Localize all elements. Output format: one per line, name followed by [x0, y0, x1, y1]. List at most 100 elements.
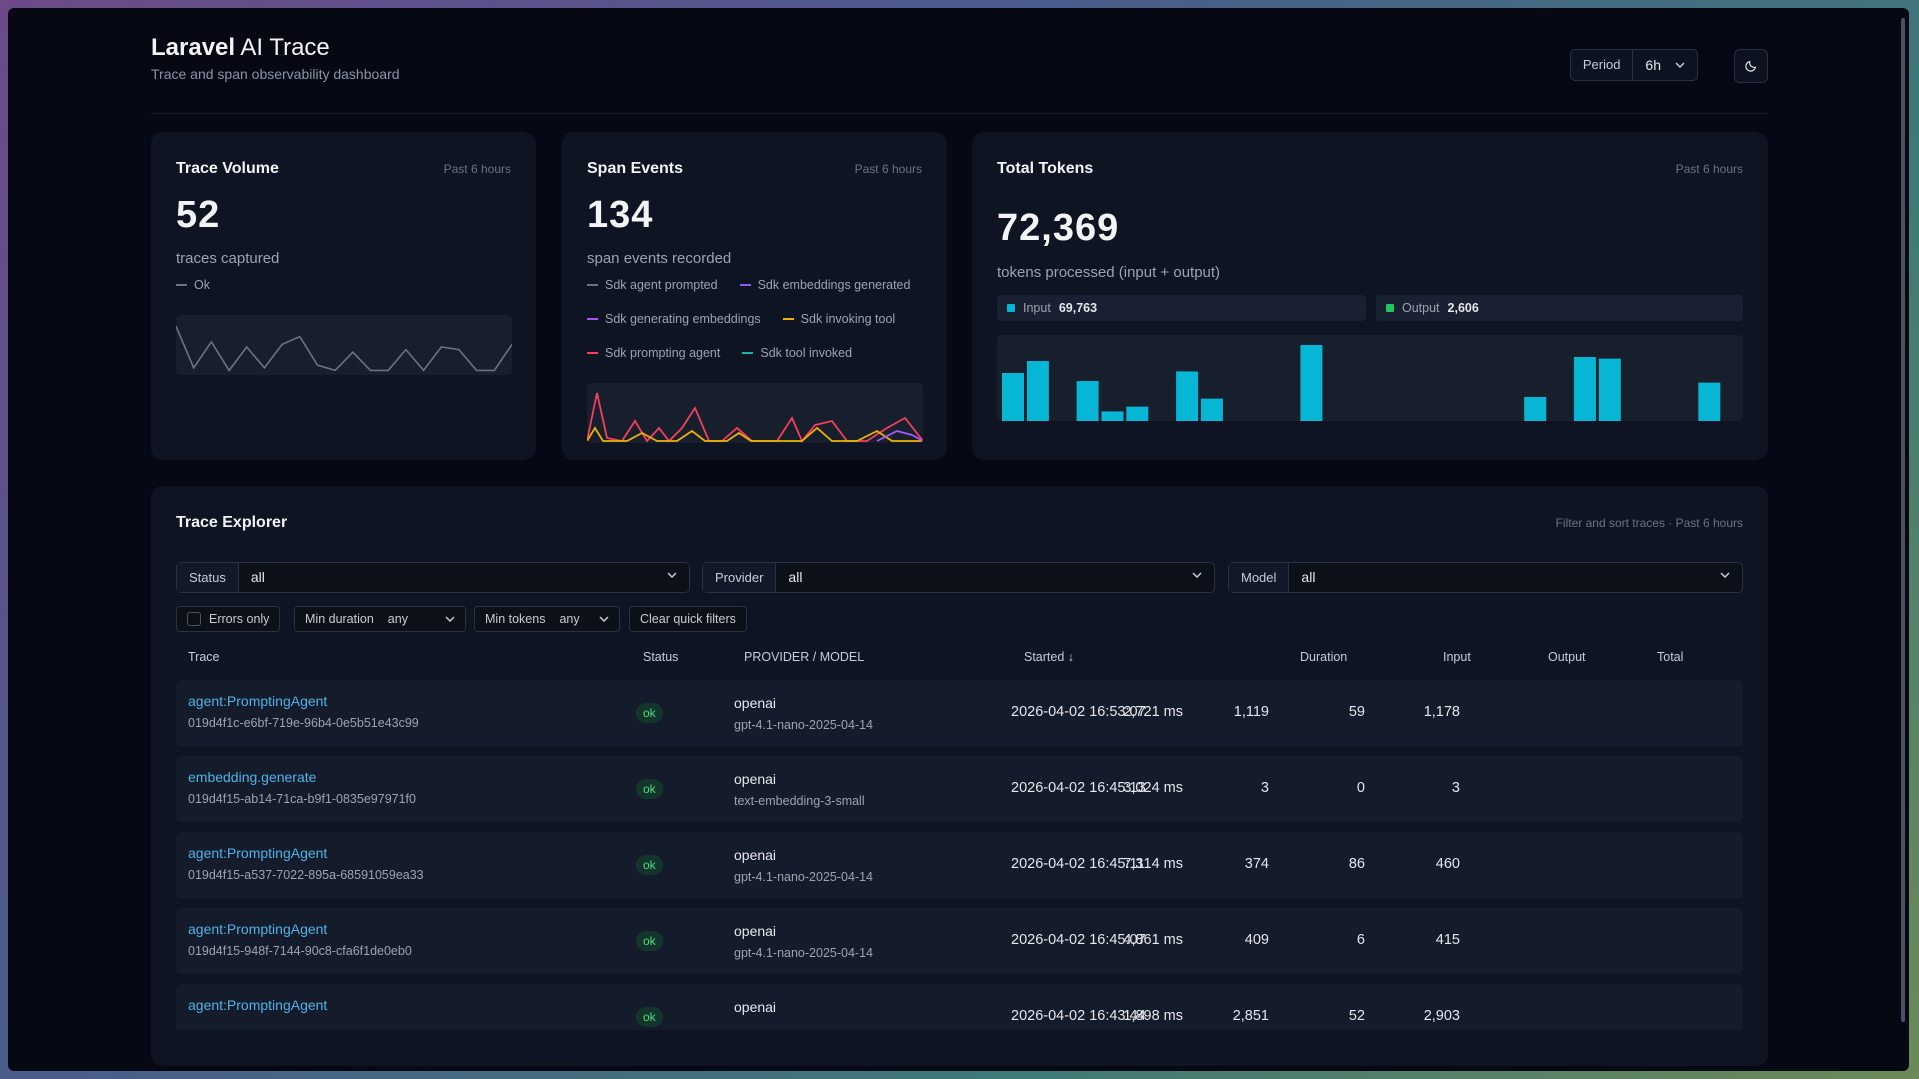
span-events-card: Span Events Past 6 hours 134 span events… [562, 132, 947, 460]
total-tokens-value: 415 [1435, 932, 1460, 948]
legend-swatch [587, 318, 598, 320]
period-select[interactable]: Period 6h [1569, 49, 1698, 81]
token-bar [1002, 373, 1024, 421]
model-filter-text: all [1301, 569, 1316, 585]
min-duration-select[interactable]: Min duration any [294, 606, 466, 632]
input-tokens-pill: Input 69,763 [997, 295, 1366, 321]
series-generating-embeddings [876, 430, 923, 442]
series-invoking-tool [587, 426, 923, 442]
token-bar [1698, 382, 1721, 421]
status-badge: ok [636, 779, 663, 799]
input-value: 69,763 [1058, 301, 1098, 315]
output-label: Output [1402, 301, 1440, 315]
token-bar [1598, 358, 1621, 421]
model-filter[interactable]: Model all [1228, 562, 1743, 593]
errors-only-label: Errors only [209, 612, 270, 626]
moon-icon [1745, 60, 1757, 72]
legend-swatch [176, 284, 187, 286]
total-tokens-value: 2,903 [1423, 1008, 1460, 1024]
legend-row-3: Sdk prompting agent Sdk tool invoked [587, 346, 852, 360]
chevron-down-icon [1192, 572, 1202, 578]
token-bar [1126, 406, 1149, 421]
legend-item: Sdk embeddings generated [739, 278, 911, 292]
status-filter-value[interactable]: all [239, 563, 689, 592]
explorer-title: Trace Explorer [176, 514, 288, 531]
legend-label: Sdk generating embeddings [605, 312, 761, 326]
errors-only-checkbox[interactable] [187, 612, 201, 626]
token-bar [1026, 361, 1049, 421]
provider-name: openai [734, 695, 777, 711]
span-events-sparkline [587, 383, 923, 443]
duration-value: 3,024 ms [1123, 780, 1183, 796]
col-duration[interactable]: Duration [1300, 650, 1348, 664]
page-scrollbar[interactable] [1901, 18, 1905, 1022]
trace-count-label: traces captured [176, 250, 280, 267]
model-filter-value[interactable]: all [1289, 563, 1742, 592]
provider-filter-label: Provider [703, 563, 777, 592]
col-input[interactable]: Input [1443, 650, 1471, 664]
trace-name-link[interactable]: embedding.generate [188, 769, 317, 785]
started-at: 2026-04-02 16:45:11 [1011, 856, 1145, 872]
token-bar [1573, 357, 1596, 421]
col-started[interactable]: Started ↓ [1024, 650, 1075, 664]
trace-row[interactable]: embedding.generate 019d4f15-ab14-71ca-b9f… [176, 756, 1743, 822]
col-status[interactable]: Status [643, 650, 679, 664]
legend-label: Sdk agent prompted [605, 278, 718, 292]
status-badge: ok [636, 855, 663, 875]
card-title: Trace Volume [176, 160, 279, 177]
col-trace[interactable]: Trace [188, 650, 220, 664]
trace-name-link[interactable]: agent:PromptingAgent [188, 997, 328, 1013]
status-filter-label: Status [177, 563, 239, 592]
tokens-bar-chart [997, 335, 1743, 421]
input-tokens-value: 374 [1244, 856, 1269, 872]
status-filter[interactable]: Status all [176, 562, 690, 593]
input-tokens-value: 1,119 [1233, 704, 1269, 720]
col-total[interactable]: Total [1657, 650, 1684, 664]
legend-row-1: Sdk agent prompted Sdk embeddings genera… [587, 278, 910, 292]
clear-quick-filters-label: Clear quick filters [640, 612, 736, 626]
errors-only-toggle[interactable]: Errors only [176, 606, 281, 632]
model-name: gpt-4.1-nano-2025-04-14 [734, 718, 873, 732]
card-period-meta: Past 6 hours [854, 162, 922, 176]
total-tokens-value: 460 [1435, 856, 1460, 872]
trace-name-link[interactable]: agent:PromptingAgent [188, 693, 328, 709]
legend-item: Sdk tool invoked [742, 346, 852, 360]
status-filter-text: all [250, 569, 265, 585]
legend-label: Ok [194, 278, 210, 292]
trace-row[interactable]: agent:PromptingAgent 019d4f15-948f-7144-9… [176, 908, 1743, 974]
theme-toggle-button[interactable] [1734, 49, 1768, 83]
trace-row[interactable]: agent:PromptingAgent 019d4f15-a537-7022-8… [176, 832, 1743, 898]
token-bar [1176, 371, 1199, 421]
legend-swatch [739, 284, 751, 286]
trace-id: 019d4f15-a537-7022-895a-68591059ea33 [188, 868, 424, 882]
token-bar [1101, 411, 1124, 421]
trace-name-link[interactable]: agent:PromptingAgent [188, 921, 328, 937]
model-filter-label: Model [1229, 563, 1290, 592]
provider-filter[interactable]: Provider all [702, 562, 1215, 593]
provider-filter-value[interactable]: all [776, 563, 1214, 592]
model-name: text-embedding-3-small [734, 794, 865, 808]
app-window: Laravel AI Trace Trace and span observab… [8, 8, 1909, 1071]
period-value: 6h [1645, 57, 1661, 73]
legend-item: Sdk prompting agent [587, 346, 720, 360]
trace-row[interactable]: agent:PromptingAgent ok openai 2026-04-02 1… [176, 984, 1743, 1030]
output-tokens-value: 6 [1356, 932, 1365, 948]
legend-item: Sdk generating embeddings [587, 312, 761, 326]
trace-row[interactable]: agent:PromptingAgent 019d4f1c-e6bf-719e-9… [176, 680, 1743, 746]
col-provider-model[interactable]: PROVIDER / MODEL [744, 650, 865, 664]
legend-swatch [742, 352, 754, 354]
legend-swatch [782, 318, 794, 320]
legend-item-ok: Ok [176, 278, 210, 292]
app-title-bold: Laravel [151, 34, 236, 61]
trace-table-body: agent:PromptingAgent 019d4f1c-e6bf-719e-9… [151, 680, 1768, 1030]
period-value-wrap[interactable]: 6h [1633, 50, 1697, 80]
input-label: Input [1023, 301, 1051, 315]
clear-quick-filters-button[interactable]: Clear quick filters [629, 606, 747, 632]
col-output[interactable]: Output [1548, 650, 1586, 664]
explorer-meta: Filter and sort traces · Past 6 hours [1555, 516, 1743, 530]
series-ok [176, 325, 512, 372]
min-tokens-select[interactable]: Min tokens any [474, 606, 620, 632]
legend-label: Sdk embeddings generated [757, 278, 911, 292]
trace-name-link[interactable]: agent:PromptingAgent [188, 845, 328, 861]
output-tokens-pill: Output 2,606 [1376, 295, 1743, 321]
